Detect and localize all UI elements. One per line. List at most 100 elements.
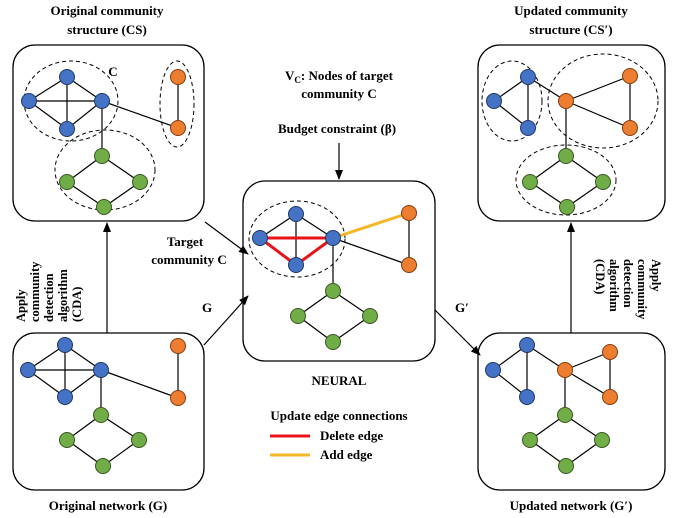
svg-text:community: community — [635, 259, 649, 320]
orange-node — [558, 93, 574, 109]
svg-text:detection: detection — [42, 273, 56, 322]
blue-node — [519, 389, 535, 405]
orange-node — [557, 362, 573, 378]
community-c-tag: C — [108, 64, 117, 79]
g-arrow — [203, 295, 249, 346]
green-node — [594, 432, 610, 448]
green-node — [290, 308, 306, 324]
original-cs-title: structure (CS) — [67, 22, 147, 37]
green-node — [558, 148, 574, 164]
original-cs-graph — [21, 60, 195, 215]
original-cs-title: Original community — [50, 3, 164, 18]
green-node — [59, 432, 75, 448]
orange-node — [602, 344, 618, 360]
target-arrow — [204, 221, 249, 255]
green-node — [362, 308, 378, 324]
cda-label-left: Apply community detection algorithm (CDA… — [14, 261, 84, 322]
blue-node — [94, 93, 110, 109]
original-network-graph — [20, 337, 186, 474]
g-prime-label: G′ — [455, 300, 469, 315]
updated-network-graph — [485, 337, 618, 474]
blue-node — [520, 120, 536, 136]
blue-node — [20, 362, 36, 378]
community-ellipse — [547, 53, 659, 149]
green-node — [96, 199, 112, 215]
legend-title: Update edge connections — [270, 408, 407, 423]
green-node — [522, 174, 538, 190]
neural-label: NEURAL — [312, 373, 367, 388]
orange-node — [401, 205, 417, 221]
blue-node — [21, 93, 37, 109]
blue-node — [93, 362, 109, 378]
green-node — [595, 174, 611, 190]
green-node — [522, 432, 538, 448]
community-ellipse — [515, 144, 617, 216]
orange-node — [170, 338, 186, 354]
green-node — [59, 174, 75, 190]
blue-node — [288, 257, 304, 273]
community-ellipse — [54, 129, 156, 211]
updated-network-label: Updated network (G′) — [510, 498, 633, 513]
green-node — [93, 407, 109, 423]
added-edge — [332, 211, 410, 240]
community-ellipse — [481, 60, 543, 142]
green-node — [558, 458, 574, 474]
svg-text:community: community — [28, 261, 42, 322]
orange-node — [602, 389, 618, 405]
blue-node — [252, 230, 268, 246]
vc-label: VC: Nodes of target — [285, 68, 394, 85]
orange-node — [622, 120, 638, 136]
updated-cs-panel — [477, 44, 666, 222]
target-label: Target — [167, 234, 204, 249]
blue-node — [59, 69, 75, 85]
orange-node — [170, 390, 186, 406]
svg-text:algorithm: algorithm — [56, 269, 70, 322]
blue-node — [520, 69, 536, 85]
svg-text:(CDA): (CDA) — [593, 259, 607, 294]
g-label: G — [202, 300, 212, 315]
vc-label: community C — [301, 86, 376, 101]
cda-label-right: Apply community detection algorithm (CDA… — [593, 259, 663, 320]
green-node — [557, 407, 573, 423]
blue-node — [485, 362, 501, 378]
orange-node — [622, 68, 638, 84]
blue-node — [486, 93, 502, 109]
updated-cs-title: Updated community — [514, 3, 628, 18]
orange-node — [401, 257, 417, 273]
blue-node — [325, 230, 341, 246]
green-node — [95, 458, 111, 474]
blue-node — [57, 337, 73, 353]
svg-text:algorithm: algorithm — [607, 259, 621, 312]
legend-add-label: Add edge — [320, 447, 373, 462]
green-node — [132, 174, 148, 190]
svg-text:Apply: Apply — [649, 259, 663, 292]
target-label: community C — [151, 252, 226, 267]
svg-text:detection: detection — [621, 259, 635, 308]
green-node — [94, 148, 110, 164]
blue-node — [59, 121, 75, 137]
blue-node — [288, 206, 304, 222]
svg-text:Apply: Apply — [14, 289, 28, 322]
community-ellipse — [159, 60, 195, 148]
green-node — [559, 199, 575, 215]
svg-text:(CDA): (CDA) — [70, 287, 84, 322]
neural-graph — [248, 200, 417, 350]
original-cs-panel — [12, 44, 205, 222]
original-network-panel — [12, 332, 205, 491]
blue-node — [519, 337, 535, 353]
green-node — [325, 283, 341, 299]
legend-delete-label: Delete edge — [320, 428, 383, 443]
updated-cs-graph — [481, 53, 659, 216]
orange-node — [170, 120, 186, 136]
blue-node — [57, 389, 73, 405]
neural-panel — [242, 180, 436, 362]
green-node — [131, 432, 147, 448]
updated-cs-title: structure (CS′) — [529, 22, 612, 37]
budget-label: Budget constraint (β) — [278, 121, 396, 136]
green-node — [325, 334, 341, 350]
original-network-label: Original network (G) — [49, 498, 167, 513]
g-prime-arrow — [434, 309, 481, 356]
orange-node — [170, 69, 186, 85]
target-community-ellipse — [248, 200, 346, 278]
